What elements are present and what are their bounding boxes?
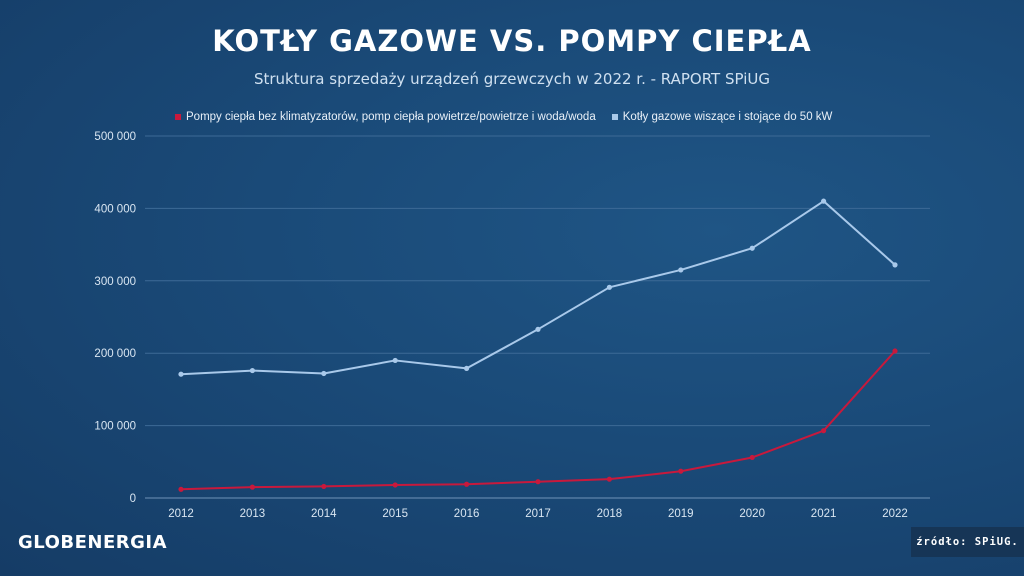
legend-label-heat-pumps: Pompy ciepła bez klimatyzatorów, pomp ci… (186, 111, 596, 123)
chart-title: KOTŁY GAZOWE VS. POMPY CIEPŁA (212, 24, 812, 58)
data-point-heat-pumps (535, 479, 541, 485)
y-tick-label: 300 000 (94, 276, 136, 288)
x-tick-label: 2021 (811, 508, 837, 520)
y-tick-label: 500 000 (94, 131, 136, 143)
x-tick-label: 2014 (311, 508, 337, 520)
data-point-heat-pumps (464, 481, 470, 487)
data-point-heat-pumps (392, 482, 398, 488)
data-point-gas-boilers (392, 357, 398, 364)
x-tick-label: 2012 (168, 508, 194, 520)
x-tick-label: 2019 (668, 508, 694, 520)
data-point-gas-boilers (749, 245, 755, 251)
data-point-gas-boilers (821, 198, 827, 204)
x-tick-label: 2022 (882, 508, 908, 520)
x-tick-label: 2018 (597, 508, 623, 520)
data-point-gas-boilers (178, 371, 184, 377)
data-point-heat-pumps (178, 486, 184, 492)
data-point-heat-pumps (821, 428, 827, 434)
brand-logo: GLOBENERGIA (18, 532, 168, 553)
legend-label-gas-boilers: Kotły gazowe wiszące i stojące do 50 kW (622, 111, 833, 123)
chart-subtitle: Struktura sprzedaży urządzeń grzewczych … (253, 70, 770, 88)
chart-legend: Pompy ciepła bez klimatyzatorów, pomp ci… (175, 111, 848, 123)
x-tick-label: 2017 (525, 508, 551, 520)
series-lines (178, 198, 898, 492)
data-point-heat-pumps (678, 468, 684, 474)
data-point-gas-boilers (535, 326, 541, 332)
data-point-heat-pumps (249, 484, 255, 490)
x-tick-label: 2016 (454, 508, 480, 520)
y-tick-label: 200 000 (94, 348, 136, 360)
y-tick-label: 0 (130, 493, 136, 505)
y-tick-label: 100 000 (94, 421, 136, 433)
series-gas-boilers (178, 198, 898, 377)
x-tick-label: 2013 (240, 508, 266, 520)
y-tick-label: 400 000 (94, 203, 136, 215)
grid-lines (145, 135, 930, 499)
legend-swatch-gas-boilers (611, 114, 618, 120)
data-point-heat-pumps (892, 348, 898, 354)
data-point-gas-boilers (678, 267, 684, 273)
legend-item-gas-boilers: Kotły gazowe wiszące i stojące do 50 kW (611, 111, 833, 123)
data-point-gas-boilers (321, 370, 327, 377)
source-badge: źródło: SPiUG. (911, 527, 1024, 557)
legend-item-heat-pumps: Pompy ciepła bez klimatyzatorów, pomp ci… (175, 111, 596, 123)
x-axis-ticks: 2012 2013 2014 2015 2016 2017 2018 2019 2020 2021… (168, 508, 908, 520)
legend-swatch-heat-pumps (175, 114, 181, 120)
x-tick-label: 2015 (382, 508, 408, 520)
data-point-heat-pumps (321, 483, 327, 490)
data-point-gas-boilers (892, 262, 898, 268)
series-heat-pumps (178, 348, 898, 492)
data-point-gas-boilers (249, 367, 255, 374)
data-point-heat-pumps (749, 454, 755, 461)
y-axis-ticks: 0 100 000 200 000 300 000 400 000 500 000 (94, 131, 136, 505)
x-tick-label: 2020 (739, 508, 765, 520)
data-point-heat-pumps (606, 476, 613, 482)
series-line-gas-boilers (180, 200, 896, 376)
data-point-gas-boilers (606, 284, 613, 290)
data-point-gas-boilers (464, 365, 470, 372)
